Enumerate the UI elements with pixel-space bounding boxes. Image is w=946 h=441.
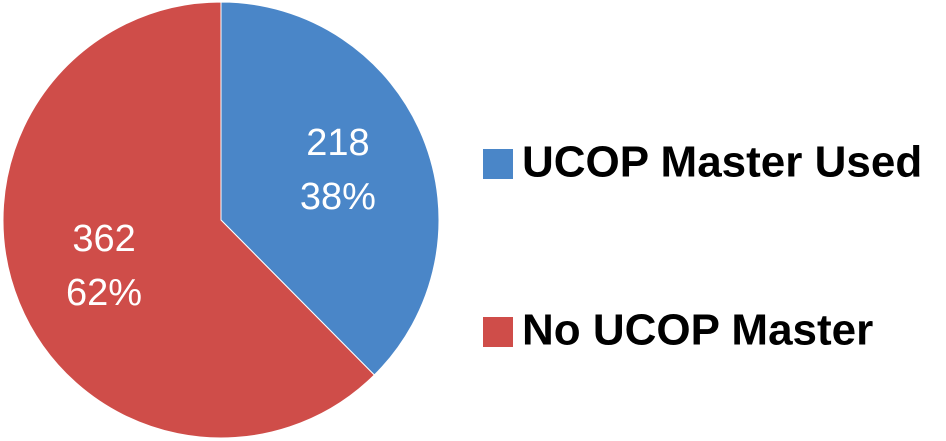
- percent-label: 62%: [66, 272, 142, 314]
- value-label: 218: [306, 122, 369, 164]
- legend-label: No UCOP Master: [522, 306, 873, 355]
- legend-swatch: [483, 317, 513, 347]
- pie-slice: [2, 1, 376, 439]
- percent-label: 38%: [300, 176, 376, 218]
- pie-slice: [220, 1, 440, 376]
- legend-swatch: [483, 149, 513, 179]
- value-label: 362: [72, 218, 135, 260]
- legend-label: UCOP Master Used: [522, 138, 922, 187]
